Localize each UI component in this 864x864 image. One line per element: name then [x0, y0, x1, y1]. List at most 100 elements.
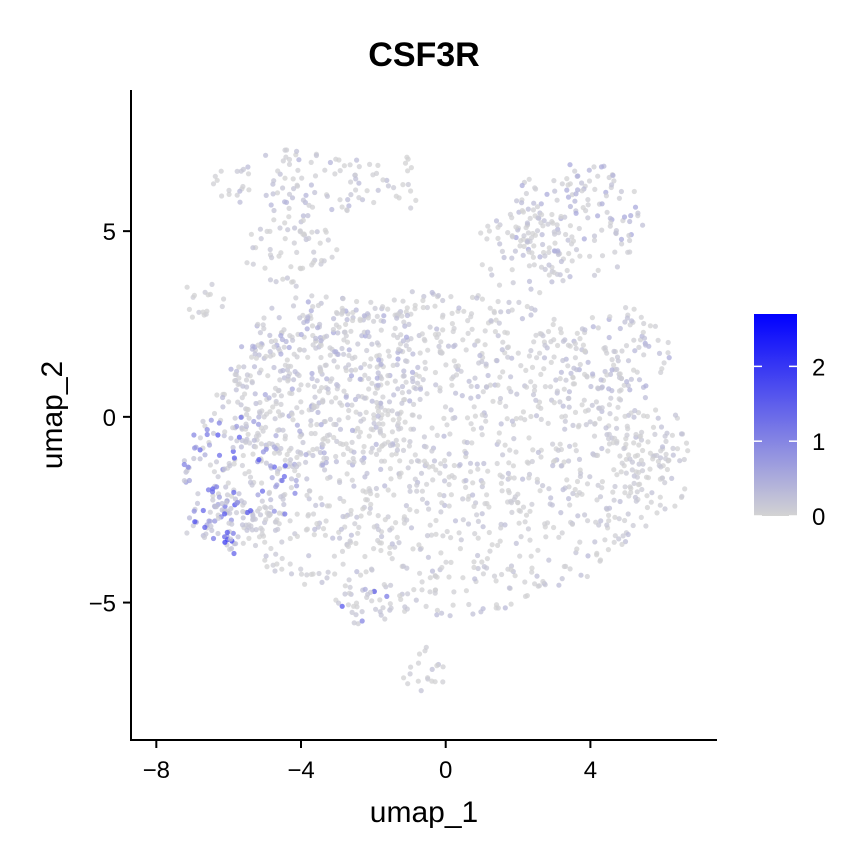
- data-point: [404, 358, 410, 364]
- data-point: [433, 517, 439, 524]
- data-point: [538, 201, 544, 207]
- data-point: [377, 597, 383, 603]
- data-point: [300, 213, 306, 219]
- data-point: [434, 326, 440, 332]
- data-point: [627, 387, 633, 393]
- data-point: [604, 522, 610, 528]
- data-point: [236, 434, 242, 440]
- data-point: [329, 254, 335, 260]
- data-point: [557, 399, 563, 405]
- data-point: [306, 202, 312, 208]
- data-point: [185, 464, 191, 470]
- data-point: [592, 420, 598, 427]
- data-point: [512, 573, 518, 579]
- data-point: [427, 575, 433, 581]
- data-point: [497, 538, 503, 544]
- data-point: [508, 601, 514, 607]
- data-point: [520, 504, 527, 510]
- data-point: [607, 223, 613, 229]
- data-point: [289, 386, 295, 392]
- data-point: [549, 279, 555, 285]
- data-point: [408, 525, 415, 531]
- data-point: [208, 417, 214, 423]
- data-point: [539, 232, 545, 238]
- data-point: [297, 434, 303, 440]
- data-point: [337, 479, 343, 485]
- data-point: [623, 343, 630, 349]
- data-point: [309, 293, 315, 299]
- data-point: [209, 281, 215, 287]
- data-point: [458, 368, 464, 374]
- data-point: [298, 331, 304, 338]
- data-point: [309, 323, 316, 329]
- data-point: [255, 421, 262, 427]
- data-point: [506, 490, 512, 496]
- data-point: [414, 488, 420, 494]
- data-point: [621, 382, 627, 388]
- data-point: [513, 224, 519, 230]
- data-point: [184, 530, 190, 536]
- data-point: [607, 215, 613, 221]
- data-point: [375, 537, 381, 544]
- data-point: [408, 205, 414, 211]
- data-point: [325, 569, 331, 575]
- data-point: [237, 199, 243, 205]
- data-point: [514, 198, 520, 204]
- data-point: [340, 561, 346, 567]
- data-point: [339, 603, 345, 609]
- data-point: [432, 369, 438, 376]
- data-point: [294, 422, 300, 428]
- data-point: [401, 368, 407, 374]
- data-point: [278, 351, 284, 357]
- data-point: [343, 333, 349, 339]
- data-point: [363, 569, 369, 575]
- data-point: [192, 445, 198, 451]
- data-point: [243, 438, 249, 444]
- data-point: [246, 187, 252, 193]
- data-point: [378, 458, 385, 464]
- data-point: [366, 333, 372, 340]
- data-point: [367, 589, 374, 595]
- data-point: [251, 418, 257, 425]
- data-point: [570, 374, 576, 380]
- data-point: [503, 403, 509, 409]
- data-point: [232, 378, 238, 384]
- data-point: [409, 369, 416, 375]
- data-point: [293, 283, 299, 289]
- data-point: [534, 573, 540, 579]
- data-point: [288, 571, 295, 577]
- data-point: [353, 612, 359, 618]
- data-point: [661, 360, 667, 366]
- data-point: [401, 437, 407, 443]
- data-point: [509, 215, 515, 221]
- data-point: [543, 534, 549, 540]
- data-point: [656, 350, 663, 356]
- data-point: [369, 598, 375, 604]
- data-point: [337, 441, 343, 447]
- data-point: [484, 556, 490, 562]
- data-point: [348, 507, 354, 514]
- data-point: [573, 448, 579, 454]
- data-point: [407, 439, 413, 445]
- data-point: [522, 593, 529, 600]
- data-point: [524, 220, 531, 226]
- data-point: [238, 414, 244, 420]
- data-point: [341, 163, 347, 169]
- data-point: [535, 403, 541, 410]
- data-point: [594, 552, 600, 558]
- data-point: [253, 444, 259, 450]
- data-point: [286, 344, 292, 351]
- data-point: [604, 350, 610, 356]
- data-point: [591, 237, 598, 243]
- data-point: [528, 312, 534, 318]
- data-point: [622, 413, 628, 419]
- data-point: [327, 345, 333, 351]
- data-point: [626, 493, 632, 499]
- data-point: [232, 415, 238, 421]
- data-point: [657, 502, 663, 508]
- data-point: [266, 395, 272, 401]
- data-point: [552, 231, 558, 237]
- data-point: [508, 389, 514, 395]
- data-point: [639, 429, 645, 435]
